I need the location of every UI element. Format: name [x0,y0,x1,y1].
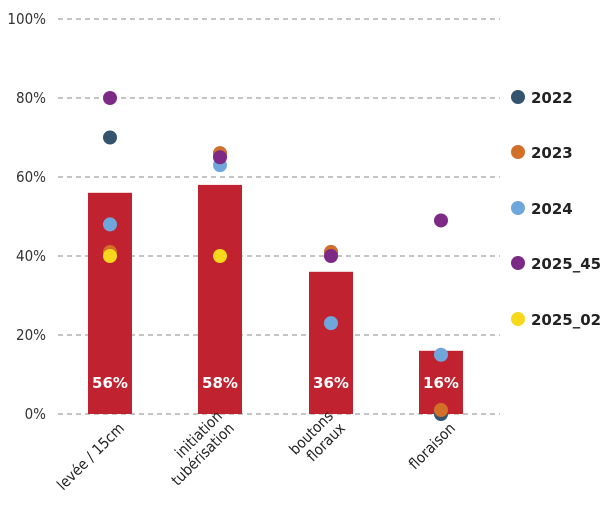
y-tick-label: 100% [7,10,46,28]
x-tick-label: floraison [405,419,459,473]
y-axis-ticks: 0% 20% 40% 60% 80% 100% [7,10,46,423]
legend-label: 2025_02 [531,311,600,329]
y-tick-label: 80% [16,89,46,107]
legend-item: 2024 [511,200,573,218]
y-tick-label: 60% [16,168,46,186]
legend-item: 2022 [511,89,573,107]
bar [198,184,242,414]
legend-item: 2023 [511,144,573,162]
point-2025_45 [434,213,448,228]
point-2024 [103,217,117,232]
x-tick-label: levée / 15cm [53,419,128,494]
legend-marker [511,312,525,326]
bars [88,184,463,414]
legend-item: 2025_45 [511,255,600,273]
legend: 2022 2023 2024 2025_45 2025_02 [511,89,600,329]
point-2022 [103,130,117,145]
legend-label: 2022 [531,89,573,107]
y-tick-label: 0% [25,405,47,423]
legend-marker [511,145,525,159]
legend-label: 2025_45 [531,255,600,273]
y-tick-label: 20% [16,326,46,344]
point-2024 [434,347,448,362]
point-2025_02 [103,249,117,263]
legend-label: 2023 [531,144,573,162]
bar-labels: 56% 58% 36% 16% [92,374,459,392]
point-2023 [434,403,448,418]
legend-marker [511,256,525,270]
point-2025_45 [103,91,117,105]
x-tick-label-line: levée / 15cm [53,419,128,494]
point-2025_45 [324,249,338,263]
legend-marker [511,201,525,215]
bar-value-label: 16% [423,374,459,392]
y-tick-label: 40% [16,247,46,265]
legend-label: 2024 [531,200,573,218]
legend-marker [511,90,525,104]
legend-item: 2025_02 [511,311,600,329]
x-tick-label-line: floraison [405,419,459,473]
bar-value-label: 36% [313,374,349,392]
bar-value-label: 56% [92,374,128,392]
point-2025_45 [213,150,227,165]
point-2024 [324,316,338,331]
bar [309,271,353,414]
point-2025_02 [213,249,227,263]
points [103,91,448,421]
bar-value-label: 58% [202,374,238,392]
